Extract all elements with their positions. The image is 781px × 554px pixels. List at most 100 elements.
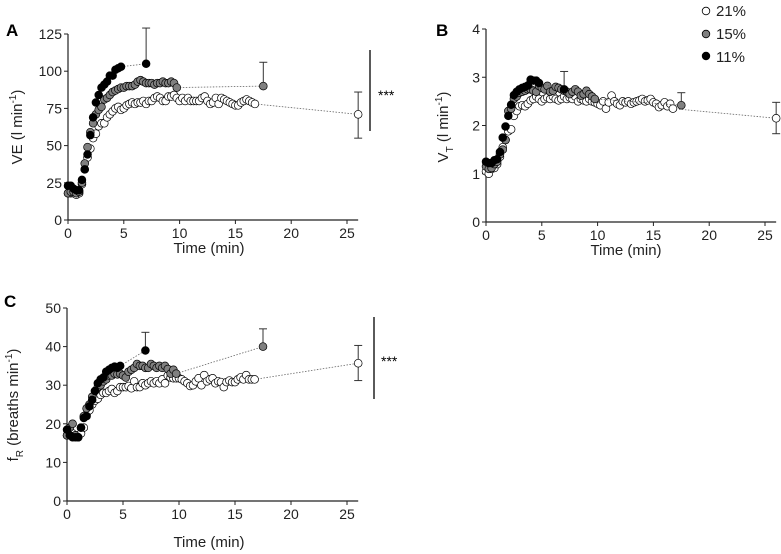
legend-marker-11: [701, 51, 711, 61]
x-tick-label: 15: [228, 225, 244, 241]
y-tick-label: 2: [472, 118, 480, 134]
plot-panel-a: 0 5 10 15 20 25 0 25 50 75 100 125: [39, 26, 363, 241]
data-point: [90, 386, 100, 396]
series-11pct: [63, 27, 151, 195]
y-tick-label: 1: [472, 166, 480, 182]
end-point: [353, 358, 363, 368]
y-tick-label: 10: [45, 454, 61, 470]
x-axis-label-a: Time (min): [173, 240, 244, 257]
end-point: [353, 110, 363, 119]
data-point: [498, 133, 507, 142]
data-point: [250, 99, 260, 109]
end-point: [141, 59, 151, 69]
data-point: [668, 104, 678, 113]
y-tick-label: 100: [39, 63, 63, 79]
series-11pct: [62, 331, 150, 442]
series-21pct: [63, 90, 363, 199]
data-point: [91, 98, 101, 107]
data-point: [590, 94, 600, 104]
plot-panel-b: 0 5 10 15 20 25 0 1 2 3 4: [472, 21, 781, 243]
y-tick-label: 20: [45, 416, 61, 432]
y-tick-label: 30: [45, 377, 61, 393]
data-point: [97, 102, 106, 112]
data-point: [76, 423, 86, 432]
end-point: [258, 342, 268, 351]
series-11pct: [481, 70, 569, 168]
data-point: [73, 433, 83, 442]
data-point: [115, 361, 125, 371]
data-point: [80, 165, 89, 174]
x-tick-label: 5: [119, 506, 127, 522]
x-tick-label: 25: [757, 227, 773, 243]
data-point: [160, 379, 170, 388]
data-point: [534, 78, 544, 88]
connector-line: [254, 362, 359, 380]
y-tick-label: 0: [472, 214, 480, 230]
data-point: [83, 142, 92, 152]
end-point: [259, 81, 268, 91]
connector-line: [594, 98, 682, 106]
significance-label-a: ***: [378, 87, 395, 103]
connector-line: [538, 82, 565, 90]
y-tick-label: 0: [53, 493, 61, 509]
data-point: [501, 122, 510, 131]
x-tick-label: 0: [64, 225, 72, 241]
x-tick-label: 15: [227, 506, 243, 522]
end-point: [559, 85, 569, 94]
data-point: [495, 147, 505, 157]
plot-panel-c: 0 5 10 15 20 25 0 10 20 30 40 50: [45, 300, 363, 522]
connector-line: [119, 350, 146, 367]
connector-line: [176, 346, 264, 375]
data-point: [74, 185, 84, 195]
x-tick-label: 25: [339, 225, 355, 241]
legend-marker-15: [701, 29, 711, 39]
y-tick-label: 50: [45, 300, 61, 316]
significance-label-c: ***: [381, 353, 398, 369]
x-tick-label: 5: [538, 227, 546, 243]
y-axis-label-a: VE (l min-1): [8, 90, 26, 165]
x-tick-label: 20: [283, 225, 299, 241]
y-tick-label: 4: [472, 21, 480, 37]
panel-label-c: C: [4, 292, 16, 311]
y-tick-label: 75: [46, 100, 62, 116]
x-tick-label: 10: [171, 506, 187, 522]
end-point: [141, 346, 150, 355]
y-axis-label-b: VT (l min-1): [434, 92, 456, 163]
data-point: [250, 375, 259, 384]
y-tick-label: 3: [472, 69, 480, 85]
connector-line: [176, 85, 264, 88]
y-tick-label: 50: [46, 138, 62, 154]
legend-label-15: 15%: [716, 26, 746, 43]
data-point: [94, 90, 103, 100]
x-tick-label: 5: [120, 225, 128, 241]
panel-label-b: B: [436, 21, 448, 40]
x-tick-label: 0: [63, 506, 71, 522]
end-point: [677, 100, 686, 110]
connector-line: [672, 108, 777, 119]
data-point: [87, 395, 97, 405]
series-21pct: [62, 344, 363, 440]
x-tick-label: 20: [283, 506, 299, 522]
x-tick-label: 10: [172, 225, 188, 241]
y-tick-label: 0: [54, 212, 62, 228]
x-axis-label-c: Time (min): [173, 534, 244, 551]
x-tick-label: 0: [482, 227, 490, 243]
legend: 21% 15% 11%: [701, 3, 746, 66]
data-point: [172, 83, 182, 92]
data-point: [77, 175, 87, 185]
x-tick-label: 15: [646, 227, 662, 243]
y-tick-label: 25: [46, 175, 62, 191]
data-point: [492, 155, 502, 164]
data-point: [504, 111, 513, 121]
y-tick-label: 125: [39, 26, 63, 42]
x-tick-label: 20: [701, 227, 717, 243]
data-point: [82, 411, 91, 421]
x-tick-label: 10: [590, 227, 606, 243]
y-tick-label: 40: [45, 339, 61, 355]
x-tick-label: 25: [339, 506, 355, 522]
end-point: [771, 114, 781, 123]
x-axis-label-b: Time (min): [590, 242, 661, 259]
legend-marker-21: [701, 6, 711, 16]
data-point: [171, 369, 181, 378]
data-point: [86, 130, 95, 140]
